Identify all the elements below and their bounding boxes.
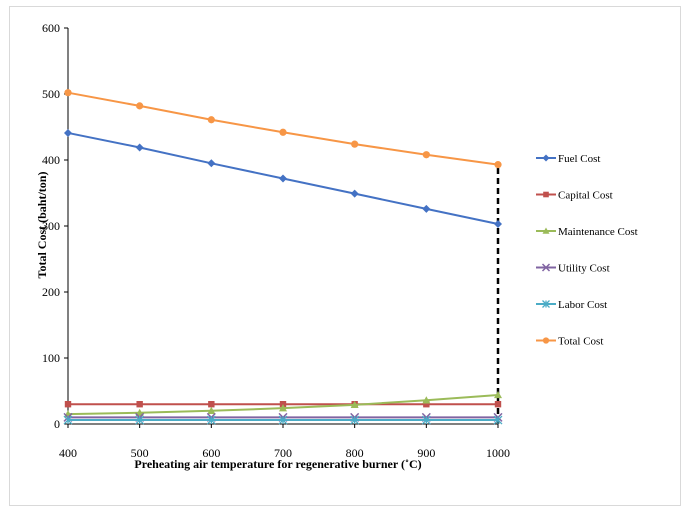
circle-marker — [542, 337, 550, 344]
series-maintenance-cost — [64, 390, 502, 418]
data-point-total-cost — [279, 128, 287, 136]
star-marker — [542, 300, 550, 308]
data-point-capital-cost — [208, 401, 215, 408]
x-tick-label: 400 — [59, 446, 77, 460]
series-fuel-cost — [64, 128, 502, 229]
data-point-labor-cost — [493, 415, 503, 425]
data-point-fuel-cost — [207, 159, 216, 168]
y-tick-label: 100 — [42, 351, 60, 365]
data-point-capital-cost — [64, 401, 72, 408]
data-point-fuel-cost — [64, 128, 72, 137]
y-tick-labels: 0 100 200 300 400 500 600 — [42, 21, 68, 431]
data-point-total-cost — [64, 89, 72, 97]
legend-label: Labor Cost — [558, 299, 607, 311]
data-point-total-cost — [422, 151, 430, 159]
data-point-total-cost — [207, 116, 215, 124]
legend-label: Total Cost — [558, 336, 603, 348]
y-tick-label: 400 — [42, 153, 60, 167]
data-point-total-cost — [494, 161, 502, 169]
y-axis-title: Total Cost (baht/ton) — [35, 172, 49, 279]
data-point-maintenance-cost — [279, 404, 287, 412]
data-point-capital-cost — [136, 401, 143, 408]
data-point-fuel-cost — [494, 220, 502, 229]
x-axis-title: Preheating air temperature for regenerat… — [134, 457, 421, 471]
legend-label: Maintenance Cost — [558, 226, 638, 238]
data-point-total-cost — [136, 102, 144, 110]
legend-label: Utility Cost — [558, 263, 610, 275]
data-point-maintenance-cost — [422, 396, 431, 404]
data-point-labor-cost — [206, 415, 216, 425]
data-point-capital-cost — [423, 401, 430, 408]
data-point-labor-cost — [63, 415, 73, 425]
legend-item-labor-cost: Labor Cost — [536, 299, 607, 311]
data-point-fuel-cost — [279, 174, 287, 183]
legend-item-utility-cost: Utility Cost — [536, 263, 610, 275]
diamond-marker — [542, 154, 550, 162]
y-tick-label: 0 — [54, 417, 60, 431]
legend-label: Capital Cost — [558, 190, 613, 202]
legend-item-capital-cost: Capital Cost — [536, 190, 613, 202]
axes — [67, 28, 498, 425]
x-tick-label: 600 — [202, 446, 220, 460]
chart-frame — [9, 6, 681, 506]
y-tick-label: 600 — [42, 21, 60, 35]
data-point-fuel-cost — [135, 143, 144, 152]
data-point-maintenance-cost — [207, 406, 216, 414]
data-point-maintenance-cost — [494, 390, 502, 399]
data-point-labor-cost — [350, 415, 360, 425]
series-labor-cost — [63, 415, 503, 425]
x-tick-label: 500 — [131, 446, 149, 460]
legend-item-fuel-cost: Fuel Cost — [536, 153, 600, 165]
y-tick-label: 500 — [42, 87, 60, 101]
x-marker-stroke — [541, 263, 551, 272]
series-line-total-cost — [67, 91, 499, 166]
legend-label: Fuel Cost — [558, 153, 600, 165]
data-point-labor-cost — [421, 415, 431, 425]
triangle-marker — [542, 227, 550, 234]
legend-item-total-cost: Total Cost — [536, 336, 603, 348]
legend: Fuel Cost Capital Cost Maintenance Cost Uti… — [536, 153, 638, 348]
series-total-cost — [64, 89, 502, 169]
data-point-maintenance-cost — [350, 400, 359, 409]
data-point-labor-cost — [278, 415, 288, 425]
data-point-capital-cost — [494, 401, 502, 408]
data-point-maintenance-cost — [135, 408, 144, 416]
x-tick-label: 900 — [417, 446, 435, 460]
x-tick-label: 1000 — [486, 446, 510, 460]
square-marker — [543, 191, 549, 198]
y-tick-label: 200 — [42, 285, 60, 299]
x-tick-labels: 400 500 600 700 800 900 1000 — [59, 424, 510, 460]
legend-item-maintenance-cost: Maintenance Cost — [536, 226, 638, 238]
data-point-fuel-cost — [350, 189, 359, 198]
series-layer — [63, 89, 503, 425]
y-tick-label: 300 — [42, 219, 60, 233]
x-marker — [541, 263, 551, 272]
data-point-total-cost — [351, 140, 359, 148]
data-point-labor-cost — [135, 415, 145, 425]
data-point-fuel-cost — [422, 204, 431, 213]
x-tick-label: 800 — [346, 446, 364, 460]
x-tick-label: 700 — [274, 446, 292, 460]
